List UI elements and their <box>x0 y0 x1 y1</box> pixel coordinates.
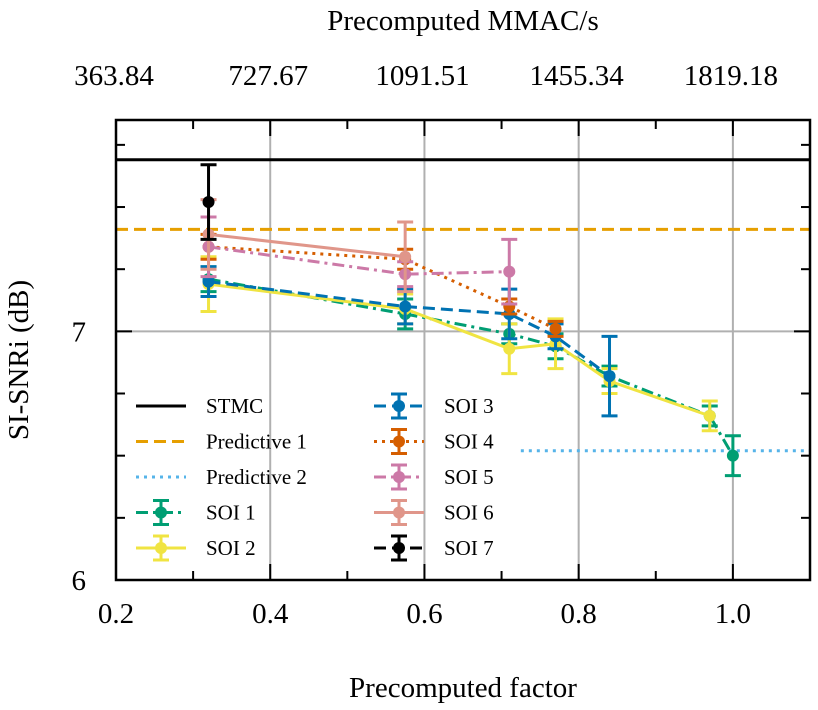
tick-labels: 0.2 0.4 0.6 0.8 1.0 6 7 363.84 727.67 1091.51 1455… <box>72 60 779 630</box>
data-point <box>503 342 516 355</box>
x-axis-title: Precomputed factor <box>349 672 577 704</box>
series-line-soi-3 <box>208 280 611 378</box>
legend-label: SOI 3 <box>444 394 494 418</box>
x-tick-label: 0.8 <box>561 598 597 630</box>
legend-entry-soi-5: SOI 5 <box>374 463 494 491</box>
legend-marker <box>155 542 167 554</box>
series-soi-6 <box>200 198 414 294</box>
plot-frame <box>114 118 812 582</box>
data-point <box>399 300 412 313</box>
data-point <box>603 370 616 383</box>
data-point <box>202 275 215 288</box>
y-tick-label: 6 <box>72 565 87 597</box>
x-tick-label: 0.6 <box>406 598 442 630</box>
series-line-soi-2 <box>208 282 711 418</box>
data-point <box>503 265 516 278</box>
x-tick-label: 0.2 <box>98 598 134 630</box>
y-axis-title: SI-SNRi (dB) <box>3 280 35 440</box>
top-tick-label: 363.84 <box>74 60 154 92</box>
legend-label: Predictive 2 <box>206 465 307 489</box>
x-tick-label: 0.4 <box>252 598 289 630</box>
y-tick-label: 7 <box>72 316 87 348</box>
legend-label: SOI 6 <box>444 501 494 525</box>
data-point <box>549 322 562 335</box>
data-point <box>703 409 716 422</box>
legend-label: SOI 1 <box>206 501 256 525</box>
top-tick-label: 727.67 <box>228 60 308 92</box>
legend: STMC Predictive 1 Predictive 2 SOI 1 SOI 2 SO… <box>136 392 494 562</box>
legend-entry-soi-2: SOI 2 <box>136 534 256 562</box>
data-point <box>202 196 215 209</box>
legend-marker <box>393 542 405 554</box>
series-line-soi-6 <box>208 232 406 259</box>
legend-label: STMC <box>206 394 263 418</box>
data-point <box>399 250 412 263</box>
legend-label: SOI 7 <box>444 536 494 560</box>
legend-entry-soi-3: SOI 3 <box>374 392 494 420</box>
legend-marker <box>393 400 405 412</box>
legend-entry-predictive-2: Predictive 2 <box>136 465 307 489</box>
legend-marker <box>393 506 405 519</box>
top-tick-label: 1819.18 <box>684 60 778 92</box>
top-tick-label: 1091.51 <box>375 60 469 92</box>
legend-marker <box>393 471 405 483</box>
reference-lines <box>116 158 810 453</box>
legend-label: SOI 4 <box>444 430 494 454</box>
legend-marker <box>155 506 167 519</box>
top-axis-title: Precomputed MMAC/s <box>327 5 598 37</box>
legend-label: SOI 5 <box>444 465 494 489</box>
series-soi-7 <box>200 163 217 241</box>
legend-entry-soi-1: SOI 1 <box>136 499 256 526</box>
series-line-soi-5 <box>208 245 510 276</box>
legend-marker <box>393 435 405 448</box>
legend-entry-soi-4: SOI 4 <box>374 428 494 455</box>
legend-label: SOI 2 <box>206 536 256 560</box>
legend-label: Predictive 1 <box>206 430 307 454</box>
top-tick-label: 1455.34 <box>530 60 625 92</box>
legend-entry-stmc: STMC <box>136 394 263 418</box>
legend-entry-soi-6: SOI 6 <box>374 499 494 526</box>
x-tick-label: 1.0 <box>715 598 751 630</box>
series-layer <box>200 163 741 478</box>
series-line-soi-4 <box>208 245 557 331</box>
legend-entry-predictive-1: Predictive 1 <box>136 430 307 454</box>
legend-entry-soi-7: SOI 7 <box>374 534 494 562</box>
data-point <box>726 449 739 462</box>
